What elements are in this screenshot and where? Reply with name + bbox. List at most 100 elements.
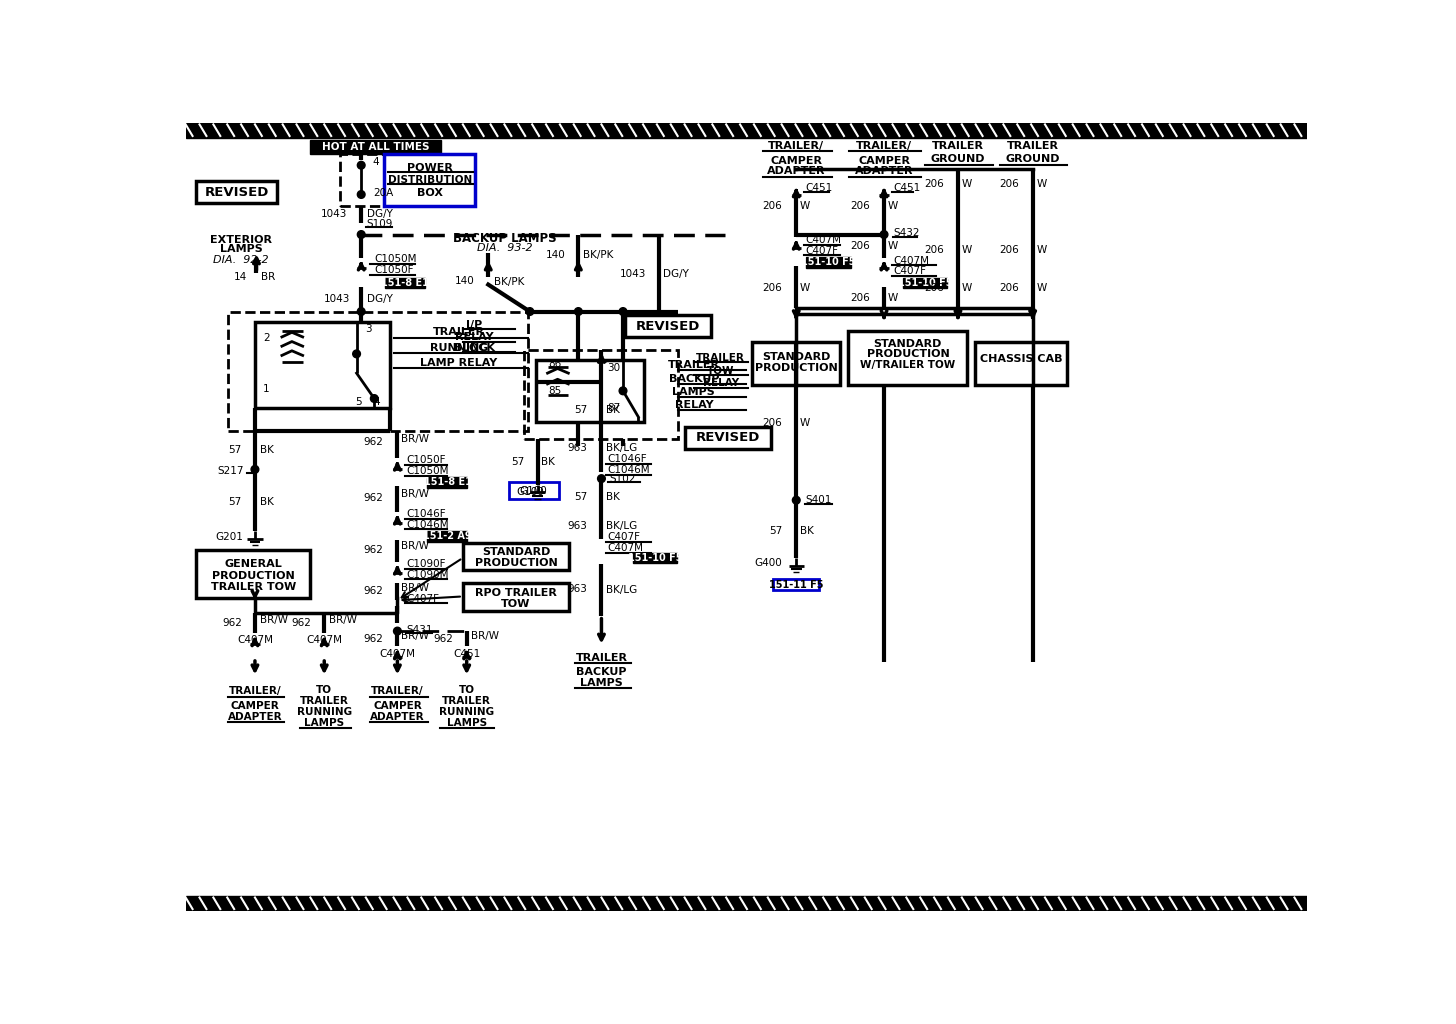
- Text: W: W: [962, 179, 973, 189]
- Text: 30: 30: [607, 362, 620, 373]
- Text: W: W: [1037, 179, 1047, 189]
- Circle shape: [352, 350, 361, 357]
- Text: CAMPER: CAMPER: [770, 157, 823, 166]
- Text: 1043: 1043: [320, 209, 348, 219]
- Text: 206: 206: [763, 284, 782, 294]
- Text: ADAPTER: ADAPTER: [227, 712, 282, 722]
- Circle shape: [357, 230, 365, 239]
- Bar: [229, 311, 529, 431]
- Text: C407M: C407M: [380, 649, 415, 659]
- Bar: [428, 477, 467, 487]
- Text: 4: 4: [373, 157, 380, 167]
- Text: 206: 206: [850, 241, 871, 251]
- Text: POWER: POWER: [406, 163, 453, 172]
- Text: TRAILER: TRAILER: [432, 328, 485, 337]
- Text: HOT AT ALL TIMES: HOT AT ALL TIMES: [322, 141, 430, 152]
- Text: TOW: TOW: [501, 599, 530, 609]
- Text: EXTERIOR: EXTERIOR: [210, 234, 272, 245]
- Text: 962: 962: [364, 437, 383, 447]
- Text: REVISED: REVISED: [696, 431, 760, 444]
- Text: 3: 3: [365, 325, 373, 334]
- Text: 151-8 E1: 151-8 E1: [424, 477, 472, 487]
- Text: S401: S401: [805, 496, 831, 505]
- Text: LAMPS: LAMPS: [447, 718, 486, 728]
- Text: 963: 963: [568, 585, 588, 595]
- Text: C1046M: C1046M: [607, 465, 651, 475]
- Text: TRAILER/: TRAILER/: [371, 686, 424, 696]
- Text: BK: BK: [606, 406, 620, 415]
- Text: G400: G400: [754, 558, 782, 568]
- Circle shape: [393, 628, 402, 635]
- Circle shape: [619, 307, 628, 315]
- Text: 57: 57: [574, 406, 588, 415]
- Text: RUNNING: RUNNING: [440, 707, 494, 717]
- Text: LAMP RELAY: LAMP RELAY: [421, 358, 498, 368]
- Text: W: W: [801, 201, 811, 211]
- Text: TRAILER/: TRAILER/: [229, 686, 281, 696]
- Text: BK/PK: BK/PK: [494, 276, 524, 287]
- Text: 206: 206: [925, 245, 943, 255]
- Text: C407M: C407M: [237, 635, 272, 645]
- Text: 962: 962: [364, 586, 383, 596]
- Text: TO: TO: [316, 685, 332, 695]
- Text: LAMPS: LAMPS: [579, 678, 623, 688]
- Text: DIA.  92-2: DIA. 92-2: [213, 255, 269, 265]
- Text: 206: 206: [763, 201, 782, 211]
- Text: PRODUCTION: PRODUCTION: [754, 362, 837, 373]
- Bar: [428, 531, 467, 542]
- Text: BK: BK: [542, 457, 555, 467]
- Text: 20A: 20A: [373, 188, 393, 198]
- Text: C407F: C407F: [406, 594, 440, 604]
- Text: 57: 57: [511, 457, 524, 467]
- Text: 1043: 1043: [620, 268, 646, 279]
- Text: S102: S102: [609, 474, 635, 483]
- Text: 206: 206: [999, 245, 1019, 255]
- Circle shape: [792, 497, 801, 504]
- Text: 57: 57: [229, 445, 242, 455]
- Text: BACKUP: BACKUP: [668, 375, 719, 384]
- Text: 206: 206: [850, 294, 871, 303]
- Text: 2: 2: [264, 334, 269, 343]
- Text: REVISED: REVISED: [204, 185, 269, 199]
- Text: W: W: [962, 284, 973, 294]
- Text: C407F: C407F: [607, 532, 641, 542]
- Text: TRAILER/: TRAILER/: [769, 141, 824, 151]
- Text: DG/Y: DG/Y: [662, 268, 689, 279]
- Bar: [751, 342, 840, 385]
- Text: TRAILER: TRAILER: [932, 141, 984, 151]
- Circle shape: [250, 466, 259, 473]
- Bar: [524, 350, 678, 438]
- Text: S217: S217: [217, 466, 243, 476]
- Text: 4: 4: [373, 396, 380, 407]
- Circle shape: [575, 307, 582, 315]
- Bar: [773, 580, 820, 590]
- Text: RELAY: RELAY: [456, 332, 494, 342]
- Text: RELAY: RELAY: [703, 378, 738, 388]
- Text: BK/LG: BK/LG: [606, 585, 638, 595]
- Bar: [185, 896, 1307, 911]
- Text: G201: G201: [215, 532, 243, 542]
- Text: STANDARD: STANDARD: [761, 352, 830, 361]
- Text: GROUND: GROUND: [1006, 154, 1060, 164]
- Text: C1046F: C1046F: [607, 455, 648, 464]
- Text: BK/PK: BK/PK: [582, 250, 613, 260]
- Text: TRAILER: TRAILER: [696, 352, 745, 362]
- Text: RPO TRAILER: RPO TRAILER: [475, 588, 556, 598]
- Bar: [536, 360, 644, 422]
- Text: G100: G100: [520, 486, 547, 496]
- Text: TRAILER: TRAILER: [300, 696, 348, 707]
- Text: BK: BK: [606, 493, 620, 502]
- Bar: [684, 427, 770, 449]
- Text: 140: 140: [546, 250, 566, 260]
- Circle shape: [357, 307, 365, 315]
- Bar: [255, 322, 390, 408]
- Bar: [463, 584, 569, 611]
- Text: 962: 962: [221, 618, 242, 629]
- Text: PRODUCTION: PRODUCTION: [475, 558, 558, 568]
- Text: TRAILER TOW: TRAILER TOW: [211, 583, 296, 592]
- Circle shape: [597, 475, 606, 482]
- Text: W: W: [1037, 284, 1047, 294]
- Text: C1050M: C1050M: [406, 466, 448, 476]
- Bar: [847, 331, 967, 385]
- Text: C451: C451: [805, 182, 833, 193]
